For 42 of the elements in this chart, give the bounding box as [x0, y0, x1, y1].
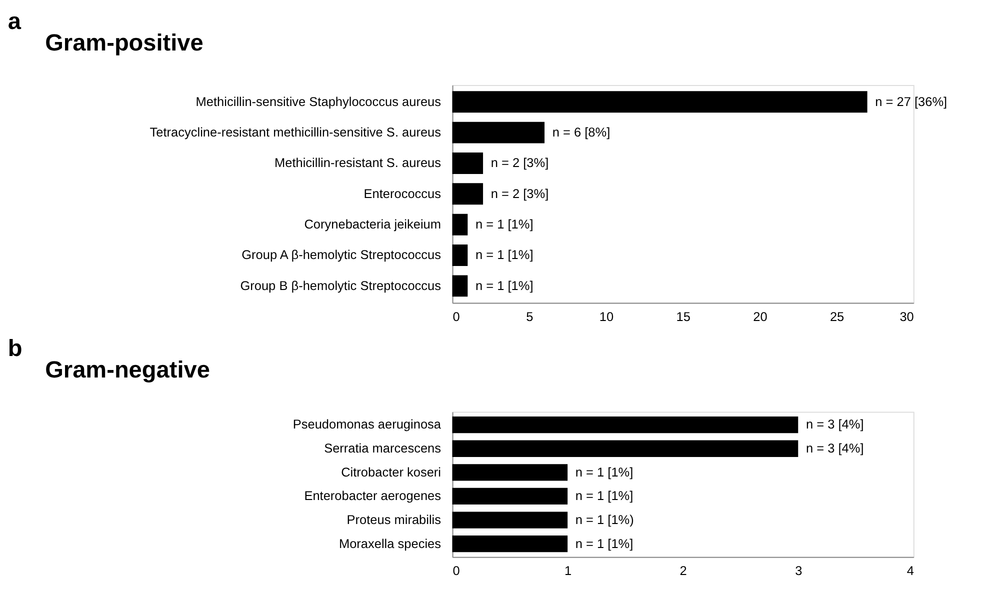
x-tick-label: 30: [900, 308, 914, 324]
x-tick-label: 1: [564, 563, 572, 578]
y-tick-label: Methicillin-resistant S. aureus: [274, 155, 442, 170]
y-tick-label: Corynebacteria jeikeium: [304, 216, 442, 232]
text: a: [8, 8, 22, 34]
x-tick-label: 5: [526, 308, 534, 324]
y-tick-label: Enterococcus: [364, 186, 442, 201]
data-label: n = 6 [8%]: [552, 124, 610, 140]
x-tick-label: 0: [452, 563, 460, 578]
x-tick-label: 4: [906, 563, 914, 578]
y-tick-label: Citrobacter koseri: [341, 464, 442, 480]
y-tick-label: Serratia marcescens: [324, 440, 442, 456]
data-label: n = 1 [1%]: [575, 536, 634, 551]
data-label: n = 27 [36%]: [875, 94, 948, 109]
x-tick-label: 20: [753, 308, 768, 324]
text: b: [8, 334, 22, 361]
text: Gram-positive: [45, 30, 204, 56]
y-tick-label: Tetracycline-resistant methicillin-sensitive S. aureus: [150, 124, 442, 140]
y-tick-label: Group A β-hemolytic Streptococcus: [242, 247, 442, 262]
data-label: n = 1 [1%]: [575, 464, 634, 480]
data-label: n = 2 [3%]: [490, 186, 549, 201]
y-tick-label: Methicillin-sensitive Staphylococcus aureus: [196, 94, 442, 109]
data-label: n = 1 [1%]: [476, 247, 534, 262]
y-tick-label: Enterobacter aerogenes: [304, 488, 442, 504]
y-tick-label: Pseudomonas aeruginosa: [292, 416, 442, 432]
x-tick-label: 2: [680, 563, 687, 578]
y-tick-label: Proteus mirabilis: [346, 512, 442, 527]
y-tick-label: Group B β-hemolytic Streptococcus: [240, 278, 442, 293]
x-tick-label: 3: [795, 563, 802, 578]
data-label: n = 2 [3%]: [490, 155, 549, 170]
data-label: n = 3 [4%]: [806, 416, 864, 432]
data-label: n = 1 [1%]: [476, 278, 534, 293]
x-tick-label: 10: [599, 308, 614, 324]
data-label: n = 1 [1%]: [575, 488, 634, 504]
data-label: n = 1 [1%]: [476, 216, 534, 232]
x-tick-label: 15: [676, 308, 690, 324]
text: Gram-negative: [45, 356, 210, 382]
x-tick-label: 0: [452, 308, 460, 324]
data-label: n = 1 [1%): [575, 512, 634, 527]
x-tick-label: 25: [830, 308, 844, 324]
y-tick-label: Moraxella species: [338, 536, 442, 551]
data-label: n = 3 [4%]: [806, 440, 864, 456]
